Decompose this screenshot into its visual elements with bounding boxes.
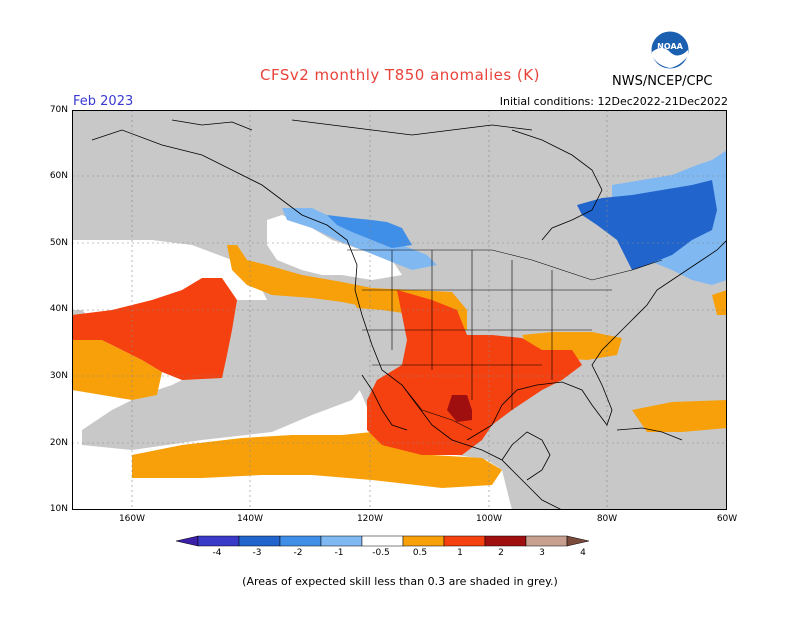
lon-label-60w: 60W xyxy=(716,514,738,524)
legend-swatch-max xyxy=(566,535,590,547)
anomaly-blue-light-canada-w xyxy=(282,208,437,270)
legend-swatch-8 xyxy=(484,535,527,547)
legend-swatch-1 xyxy=(197,535,240,547)
lat-label-10n: 10N xyxy=(49,504,68,514)
low-skill-grey-pacific xyxy=(82,300,372,450)
lon-label-140w: 140W xyxy=(236,514,264,524)
anomaly-orange-caribbean xyxy=(632,400,727,432)
legend-swatch-2 xyxy=(238,535,281,547)
anomaly-orange-atlantic xyxy=(712,290,727,315)
legend-label-pos3: 3 xyxy=(539,548,545,558)
lat-label-30n: 30N xyxy=(49,371,68,381)
lat-label-20n: 20N xyxy=(49,438,68,448)
graticule xyxy=(72,110,727,510)
noaa-logo-text: NOAA xyxy=(657,42,683,51)
color-legend-bar xyxy=(176,535,590,547)
legend-label-neg05: -0.5 xyxy=(372,548,390,558)
map-frame xyxy=(72,110,727,510)
initial-conditions: Initial conditions: 12Dec2022-21Dec2022 xyxy=(499,95,728,108)
anomaly-orange-tropics xyxy=(132,432,502,488)
legend-swatch-6 xyxy=(402,535,445,547)
anomaly-red-mexico-sw xyxy=(367,290,582,455)
noaa-logo-icon: NOAA xyxy=(650,30,690,70)
lat-label-60n: 60N xyxy=(49,171,68,181)
legend-label-pos4: 4 xyxy=(580,548,586,558)
anomaly-map xyxy=(72,110,727,510)
legend-swatch-3 xyxy=(279,535,322,547)
map-title: CFSv2 monthly T850 anomalies (K) xyxy=(260,66,540,84)
anomaly-red-pacific xyxy=(72,278,237,380)
legend-swatch-min xyxy=(176,535,199,547)
legend-label-pos2: 2 xyxy=(498,548,504,558)
agency-label: NWS/NCEP/CPC xyxy=(612,74,713,89)
coastlines xyxy=(91,119,727,510)
lon-label-160w: 160W xyxy=(118,514,146,524)
legend-swatch-5 xyxy=(361,535,404,547)
skill-note: (Areas of expected skill less than 0.3 a… xyxy=(242,575,558,588)
legend-swatch-7 xyxy=(443,535,486,547)
legend-label-pos05: 0.5 xyxy=(412,548,428,558)
legend-swatch-9 xyxy=(525,535,568,547)
legend-label-neg1: -1 xyxy=(334,548,344,558)
lon-label-120w: 120W xyxy=(356,514,384,524)
legend-label-neg3: -3 xyxy=(252,548,262,558)
anomaly-orange-east-pac xyxy=(72,340,162,400)
lat-label-50n: 50N xyxy=(49,238,68,248)
legend-swatch-4 xyxy=(320,535,363,547)
neutral-white-pnw xyxy=(267,215,402,280)
political-borders xyxy=(347,249,663,431)
lon-label-80w: 80W xyxy=(596,514,618,524)
anomaly-blue-mid-canada-e xyxy=(577,180,717,270)
anomaly-blue-mid-canada-w xyxy=(327,215,412,248)
forecast-month: Feb 2023 xyxy=(73,94,134,109)
lat-label-40n: 40N xyxy=(49,304,68,314)
legend-label-neg2: -2 xyxy=(293,548,303,558)
lon-label-100w: 100W xyxy=(475,514,503,524)
legend-label-neg4: -4 xyxy=(212,548,222,558)
legend-label-pos1: 1 xyxy=(457,548,463,558)
lat-label-70n: 70N xyxy=(49,105,68,115)
anomaly-darkred-texas xyxy=(447,395,472,422)
